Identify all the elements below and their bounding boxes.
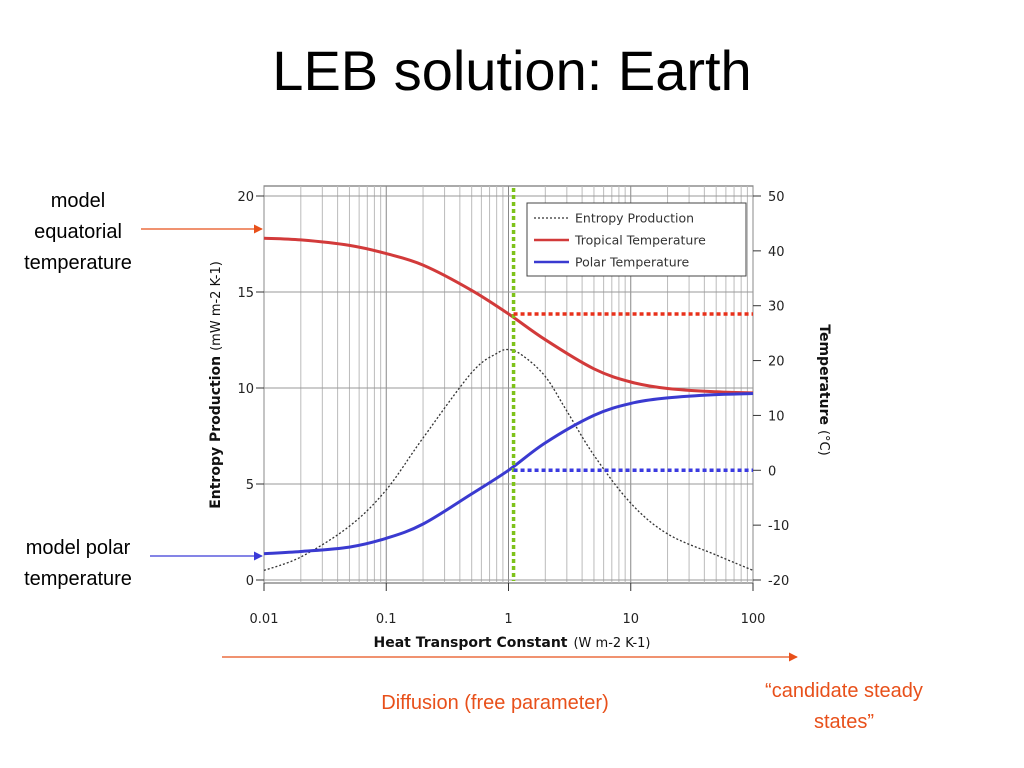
y-left-tick-label: 10 [237, 382, 254, 397]
candidate-steady-states-annotation: “candidate steady states” [724, 676, 964, 738]
equatorial-annotation-line: equatorial [34, 221, 122, 243]
data-series [263, 236, 754, 572]
y-left-axis-title: Entropy Production (mW m-2 K-1) [208, 261, 224, 509]
y-right-tick-label: -10 [768, 519, 789, 534]
steady-state-markers [511, 188, 753, 581]
legend-label-polar-temperature: Polar Temperature [575, 255, 689, 270]
y-right-axis-unit: (°C) [816, 430, 831, 456]
y-right-tick-label: 30 [768, 300, 785, 315]
polar-annotation-line: model polar [25, 537, 131, 559]
steady-states-annotation-line: “candidate steady [765, 680, 923, 702]
legend: Entropy Production Tropical Temperature Po… [526, 202, 747, 277]
y-right-axis-title: Temperature (°C) [816, 324, 832, 455]
legend-label-tropical-temperature: Tropical Temperature [574, 233, 706, 248]
y-right-tick-label: 40 [768, 245, 785, 260]
equatorial-annotation-line: temperature [24, 252, 132, 274]
x-tick-label: 100 [741, 612, 766, 627]
y-left-tick-label: 0 [246, 574, 254, 589]
equatorial-annotation-line: model [50, 190, 106, 212]
steady-states-annotation-line: states” [813, 711, 875, 733]
y-right-tick-label: -20 [768, 574, 789, 589]
y-left-tick-label: 15 [237, 286, 254, 301]
x-tick-label: 0.1 [376, 612, 397, 627]
polar-temperature-annotation: model polar temperature [4, 533, 152, 595]
y-right-tick-label: 20 [768, 355, 785, 370]
x-tick-label: 1 [504, 612, 512, 627]
x-axis-title: Heat Transport Constant (W m-2 K-1) [373, 635, 650, 651]
y-left-tick-label: 5 [246, 478, 254, 493]
slide-title: LEB solution: Earth [272, 39, 752, 102]
y-left-tick-label: 20 [237, 190, 254, 205]
polar-temperature-line [263, 392, 754, 556]
equatorial-temperature-annotation: model equatorial temperature [4, 186, 152, 279]
x-tick-label: 10 [622, 612, 639, 627]
diffusion-annotation: Diffusion (free parameter) [381, 692, 609, 714]
legend-label-entropy-production: Entropy Production [575, 211, 694, 226]
y-right-tick-label: 10 [768, 409, 785, 424]
y-left-axis-label: Entropy Production [208, 356, 224, 509]
x-axis-unit: (W m-2 K-1) [573, 636, 650, 651]
entropy-production-line [263, 348, 754, 572]
y-right-axis-label: Temperature [816, 324, 832, 425]
y-right-tick-label: 0 [768, 464, 776, 479]
polar-annotation-line: temperature [24, 568, 132, 590]
x-tick-label: 0.01 [250, 612, 279, 627]
annotation-arrows [141, 224, 798, 662]
tropical-temperature-line [263, 236, 754, 395]
y-right-tick-label: 50 [768, 190, 785, 205]
axes: 0.01 0.1 1 10 100 0 5 10 15 20 -20 -10 0 10 20 30 40 50 He… [208, 190, 832, 651]
y-left-axis-unit: (mW m-2 K-1) [209, 261, 224, 351]
x-axis-label: Heat Transport Constant [373, 635, 567, 651]
